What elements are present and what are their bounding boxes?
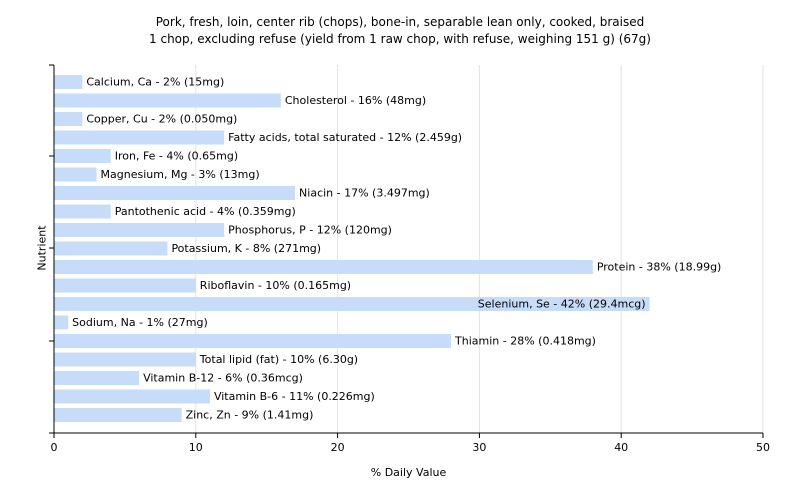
x-tick-label: 0 (51, 441, 58, 454)
bar (54, 297, 650, 311)
bar (54, 408, 182, 422)
bar (54, 389, 210, 404)
data-label: Calcium, Ca - 2% (15mg) (86, 76, 224, 89)
x-tick-label: 10 (189, 441, 203, 454)
bar (54, 186, 296, 200)
y-axis-label: Nutrient (35, 225, 49, 271)
bar (54, 278, 196, 293)
x-tick-label: 40 (614, 441, 628, 454)
bar (54, 149, 111, 163)
bar (54, 352, 196, 367)
bar (54, 93, 281, 108)
bar (54, 204, 111, 219)
data-label: Vitamin B-6 - 11% (0.226mg) (214, 390, 375, 403)
bar (54, 260, 593, 274)
data-label: Niacin - 17% (3.497mg) (299, 187, 430, 200)
bar (54, 75, 83, 89)
bar (54, 371, 140, 385)
data-label: Thiamin - 28% (0.418mg) (454, 335, 596, 348)
data-label: Magnesium, Mg - 3% (13mg) (101, 168, 260, 181)
data-label: Total lipid (fat) - 10% (6.30g) (199, 353, 358, 366)
bar (54, 130, 225, 145)
bar (54, 167, 97, 182)
bar (54, 223, 225, 237)
data-label: Zinc, Zn - 9% (1.41mg) (186, 409, 314, 422)
data-label: Phosphorus, P - 12% (120mg) (228, 224, 392, 237)
data-label: Cholesterol - 16% (48mg) (285, 94, 426, 107)
bar (54, 315, 69, 330)
data-label: Vitamin B-12 - 6% (0.36mcg) (143, 372, 303, 385)
data-label: Pantothenic acid - 4% (0.359mg) (115, 205, 296, 218)
x-tick-label: 30 (472, 441, 486, 454)
x-axis-label: % Daily Value (370, 466, 447, 479)
data-label: Riboflavin - 10% (0.165mg) (200, 279, 351, 292)
chart-title: Pork, fresh, loin, center rib (chops), b… (155, 15, 645, 29)
bar (54, 334, 452, 348)
chart-subtitle: 1 chop, excluding refuse (yield from 1 r… (149, 32, 651, 46)
data-label: Iron, Fe - 4% (0.65mg) (115, 150, 238, 163)
data-label: Selenium, Se - 42% (29.4mcg) (478, 298, 646, 311)
x-tick-label: 50 (756, 441, 770, 454)
x-tick-label: 20 (331, 441, 345, 454)
data-label: Copper, Cu - 2% (0.050mg) (86, 113, 237, 126)
bar (54, 112, 83, 126)
data-label: Protein - 38% (18.99g) (597, 261, 722, 274)
data-label: Potassium, K - 8% (271mg) (171, 242, 321, 255)
data-label: Fatty acids, total saturated - 12% (2.45… (228, 131, 462, 144)
data-label: Sodium, Na - 1% (27mg) (72, 316, 208, 329)
bar (54, 241, 168, 256)
